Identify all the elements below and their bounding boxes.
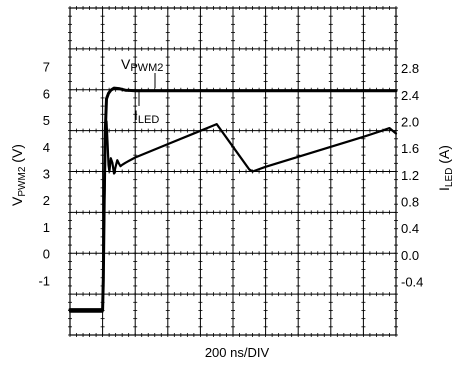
series-label-led: ILED [134, 107, 159, 126]
plot-border [69, 7, 397, 336]
left-tick-label: 7 [43, 60, 50, 75]
left-tick-label: 6 [43, 86, 50, 101]
y-axis-left-main: V [9, 196, 25, 206]
y-axis-right-unit: (A) [436, 145, 452, 168]
right-tick-label: -0.4 [401, 275, 423, 290]
right-tick-label: 1.6 [401, 141, 419, 156]
y-axis-right-subscript: LED [444, 168, 455, 187]
series-line-led [68, 120, 398, 313]
y-axis-right-main: I [436, 187, 452, 191]
left-tick-label: 4 [43, 140, 50, 155]
x-axis-label: 200 ns/DIV [205, 345, 270, 360]
series-label-led-subscript: LED [138, 114, 159, 126]
series-label-pwm2: VPWM2 [121, 56, 163, 74]
left-tick-label: 0 [43, 247, 50, 262]
left-tick-label: 2 [43, 193, 50, 208]
left-tick-label: 5 [43, 113, 50, 128]
grid [68, 6, 398, 337]
traces [68, 86, 398, 313]
right-tick-label: 2.0 [401, 114, 419, 129]
right-tick-label: 0.4 [401, 221, 419, 236]
right-tick-label: 2.4 [401, 88, 419, 103]
series-label-pwm2-subscript: PWM2 [130, 62, 163, 74]
left-tick-label: 1 [43, 220, 50, 235]
y-axis-label-left: VPWM2 (V) [9, 144, 28, 206]
right-tick-label: 0.0 [401, 248, 419, 263]
y-axis-left-unit: (V) [9, 144, 25, 167]
series-label-pwm2-main: V [121, 56, 131, 72]
right-tick-label: 1.2 [401, 168, 419, 183]
left-tick-label: -1 [38, 273, 50, 288]
right-tick-label: 0.8 [401, 195, 419, 210]
y-axis-left-subscript: PWM2 [17, 166, 28, 196]
plot-frame [69, 7, 397, 336]
tick-labels: 7 6 5 4 3 2 1 0 -1 2.8 2.4 2.0 1.6 1.2 0.8 0.4 0.0 -0.4 [38, 60, 423, 290]
left-tick-label: 3 [43, 167, 50, 182]
right-tick-label: 2.8 [401, 61, 419, 76]
series-label-led-main: I [134, 107, 138, 123]
y-axis-label-right: ILED (A) [436, 145, 455, 191]
